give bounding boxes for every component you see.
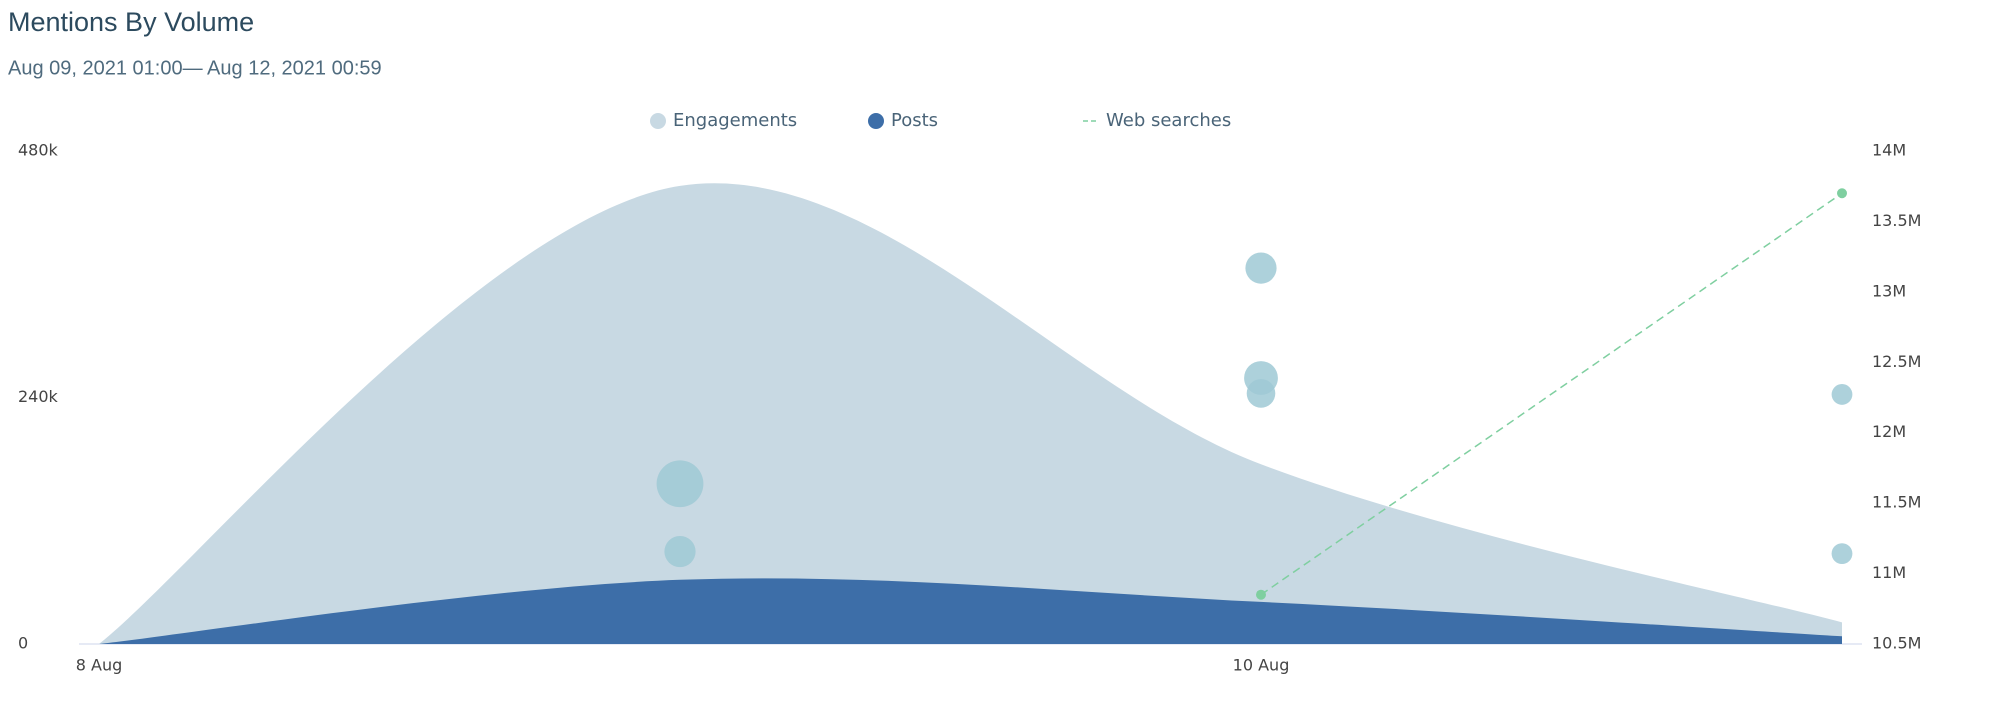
y2-tick-label: 13M bbox=[1872, 281, 1906, 300]
bubble bbox=[1245, 252, 1277, 284]
legend-item: Posts bbox=[868, 110, 938, 131]
y2-tick-label: 10.5M bbox=[1872, 634, 1921, 653]
area bbox=[99, 578, 1842, 644]
bubble bbox=[1831, 384, 1853, 405]
legend-label: Engagements bbox=[673, 110, 797, 131]
y-tick-label: 480k bbox=[18, 141, 59, 160]
y2-tick-label: 12M bbox=[1872, 422, 1906, 441]
line-point bbox=[1837, 188, 1847, 199]
legend-label: Posts bbox=[891, 110, 938, 131]
y-tick-label: 240k bbox=[18, 387, 59, 406]
legend-item: Engagements bbox=[650, 110, 797, 131]
x-tick-label: 8 Aug bbox=[76, 656, 123, 675]
bubble bbox=[664, 535, 696, 568]
y2-tick-label: 12.5M bbox=[1872, 352, 1921, 371]
x-tick-label: 10 Aug bbox=[1233, 656, 1290, 675]
y2-tick-label: 14M bbox=[1872, 141, 1906, 160]
bubble bbox=[656, 460, 704, 508]
y2-tick-label: 11.5M bbox=[1872, 493, 1921, 512]
area bbox=[99, 183, 1842, 644]
bubble bbox=[1831, 543, 1853, 565]
y2-tick-label: 11M bbox=[1872, 563, 1906, 582]
line bbox=[1260, 192, 1843, 596]
legend-symbol bbox=[868, 113, 884, 129]
y-tick-label: 0 bbox=[18, 634, 28, 653]
legend-symbol bbox=[650, 113, 666, 129]
chart-subtitle: Aug 09, 2021 01:00— Aug 12, 2021 00:59 bbox=[8, 57, 382, 79]
y2-tick-label: 13.5M bbox=[1872, 211, 1921, 230]
legend-label: Web searches bbox=[1106, 110, 1231, 131]
bubble bbox=[1246, 379, 1276, 408]
chart-title: Mentions By Volume bbox=[8, 7, 254, 37]
line-point bbox=[1256, 589, 1266, 600]
legend-item: Web searches bbox=[1083, 110, 1231, 131]
